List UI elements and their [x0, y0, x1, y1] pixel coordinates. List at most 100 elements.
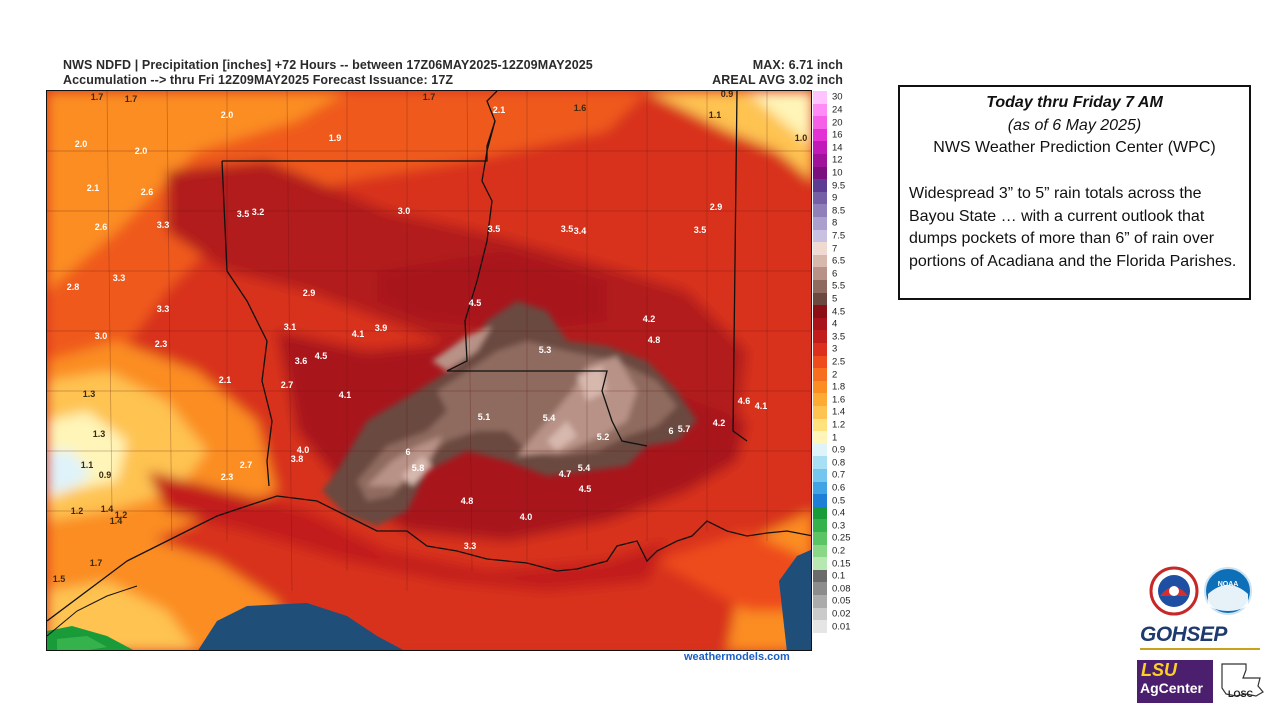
legend-label: 0.9: [832, 444, 846, 456]
legend-swatch: [813, 305, 827, 319]
precip-value-label: 2.7: [281, 380, 294, 390]
legend-label: 14: [832, 142, 843, 154]
legend-label: 0.15: [832, 558, 851, 569]
precip-value-label: 5.1: [478, 412, 491, 422]
tx-la-border: [221, 160, 273, 487]
legend-swatch: [813, 607, 827, 621]
legend-label: 3: [832, 343, 838, 355]
legend-swatch: [813, 217, 827, 231]
legend-swatch: [813, 355, 827, 369]
legend-label: 0.8: [832, 457, 846, 469]
legend-label: 1: [832, 432, 838, 443]
precip-value-label: 1.4: [101, 504, 114, 514]
legend-swatch: [813, 292, 827, 306]
precip-value-label: 4.8: [461, 496, 474, 506]
precip-value-label: 3.3: [157, 220, 170, 230]
precip-value-label: 4.8: [648, 335, 661, 345]
state-borders: [221, 91, 748, 487]
precip-value-label: 1.7: [423, 92, 436, 102]
legend-swatch: [813, 204, 827, 218]
legend-swatch: [813, 469, 827, 483]
legend-label: 0.08: [832, 583, 851, 595]
legend-swatch: [813, 506, 827, 520]
precip-value-label: 1.9: [329, 133, 342, 143]
legend-swatch: [813, 254, 827, 268]
legend-label: 0.6: [832, 482, 846, 494]
precip-value-label: 4.7: [559, 469, 572, 479]
summary-period: Today thru Friday 7 AM: [986, 94, 1163, 111]
legend-label: 10: [832, 167, 843, 179]
precip-value-label: 2.9: [710, 202, 723, 212]
legend-swatch: [813, 179, 827, 193]
louisiana-outline-icon: [1221, 663, 1264, 697]
legend-swatch: [813, 166, 827, 180]
precip-value-label: 1.2: [115, 510, 128, 520]
legend-label: 4: [832, 318, 838, 330]
legend-swatch: [813, 494, 827, 508]
legend-swatch: [813, 443, 827, 457]
legend-label: 1.6: [832, 394, 846, 406]
legend-label: 1.4: [832, 406, 846, 418]
losc-text: LOSC: [1228, 689, 1254, 699]
legend-label: 8: [832, 217, 838, 229]
legend-swatch: [813, 103, 827, 117]
nws-logo-icon: [1149, 566, 1199, 616]
noaa-logo-icon: NOAA: [1204, 567, 1252, 615]
legend-swatch: [813, 620, 827, 634]
precip-value-label: 4.1: [339, 390, 352, 400]
precip-value-label: 0.9: [99, 470, 112, 480]
legend-swatch: [813, 141, 827, 155]
precip-value-label: 4.1: [755, 401, 768, 411]
precip-value-label: 2.1: [219, 375, 232, 385]
legend-label: 0.2: [832, 545, 846, 557]
precip-value-label: 4.5: [469, 298, 482, 308]
legend-label: 0.7: [832, 469, 846, 481]
legend-label: 5.5: [832, 280, 846, 292]
lsu-text: LSU: [1141, 660, 1177, 680]
gohsep-logo: GOHSEP: [1140, 620, 1265, 658]
lsu-agcenter-logo: LSU AgCenter: [1137, 660, 1213, 703]
legend-label: 6: [832, 268, 838, 280]
summary-body: Widespread 3” to 5” rain totals across t…: [909, 185, 1237, 270]
precip-value-label: 4.1: [352, 329, 365, 339]
legend-label: 30: [832, 91, 843, 103]
legend-swatch: [813, 116, 827, 130]
legend-label: 8.5: [832, 205, 846, 217]
legend-swatch: [813, 418, 827, 432]
legend-label: 7: [832, 243, 838, 254]
precip-value-label: 4.5: [315, 351, 328, 361]
county-lines: [47, 91, 811, 592]
precip-value-label: 2.8: [67, 282, 80, 292]
legend-swatch: [813, 481, 827, 495]
legend-label: 0.4: [832, 507, 846, 519]
legend-swatch: [813, 368, 827, 382]
precip-value-label: 3.2: [252, 207, 265, 217]
legend-label: 3.5: [832, 331, 846, 343]
precip-value-label: 1.4: [110, 516, 123, 526]
precip-value-label: 5.8: [412, 463, 425, 473]
precip-value-label: 1.7: [91, 92, 104, 102]
legend-label: 24: [832, 104, 843, 116]
precip-value-label: 5.2: [597, 432, 610, 442]
legend-swatch: [813, 557, 827, 571]
legend-label: 12: [832, 154, 843, 166]
precip-value-label: 1.7: [125, 94, 138, 104]
legend-swatch: [813, 431, 827, 445]
precip-value-label: 3.8: [291, 454, 304, 464]
legend-swatch: [813, 569, 827, 583]
value-labels: 1.7 1.7 2.0 1.7 2.1 1.6 0.9 1.1 1.0 2.0 1.9 2.0 2.1 2…: [53, 91, 808, 584]
precip-value-label: 1.0: [795, 133, 808, 143]
legend-swatch: [813, 343, 827, 357]
legend-label: 0.5: [832, 495, 846, 506]
precip-value-label: 3.3: [464, 541, 477, 551]
noaa-text: NOAA: [1218, 581, 1239, 588]
nws-noaa-logos: NOAA: [1149, 566, 1252, 616]
precip-value-label: 2.7: [240, 460, 253, 470]
legend-label: 20: [832, 117, 843, 128]
summary-date: (as of 6 May 2025): [1007, 117, 1142, 134]
precip-value-label: 1.3: [83, 389, 96, 399]
legend-label: 16: [832, 129, 843, 141]
legend-swatch: [813, 317, 827, 331]
legend-label: 2.5: [832, 356, 846, 368]
legend-swatch: [813, 406, 827, 420]
